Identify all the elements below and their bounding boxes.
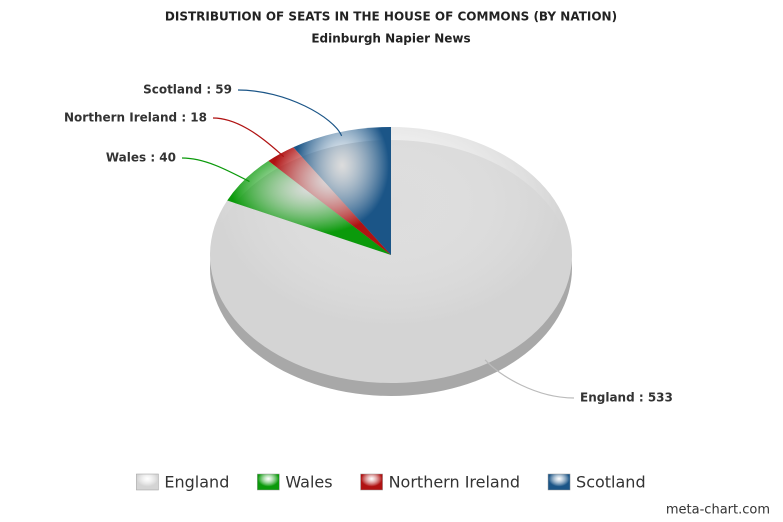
legend-swatch [360, 473, 383, 491]
pie-slice [227, 160, 391, 255]
leader-line [181, 157, 250, 183]
legend-swatch [547, 473, 571, 491]
legend-swatch [136, 473, 159, 491]
legend-label: England [164, 473, 229, 492]
data-label: Wales : 40 [106, 151, 176, 165]
chart-title: DISTRIBUTION OF SEATS IN THE HOUSE OF CO… [165, 10, 617, 24]
credit: meta-chart.com [666, 503, 770, 518]
pie-slice [293, 127, 391, 255]
data-label: England : 533 [580, 391, 673, 405]
data-label: Northern Ireland : 18 [64, 111, 207, 125]
legend-swatch [257, 473, 280, 491]
chart-subtitle: Edinburgh Napier News [311, 32, 470, 46]
legend-label: Northern Ireland [389, 473, 520, 492]
pie-slice [268, 147, 391, 255]
legend-label: Wales [285, 473, 332, 492]
data-label: Scotland : 59 [143, 83, 232, 97]
leader-line [212, 117, 285, 158]
leader-line [484, 359, 575, 399]
legend-label: Scotland [576, 473, 646, 492]
leader-line [237, 89, 343, 137]
